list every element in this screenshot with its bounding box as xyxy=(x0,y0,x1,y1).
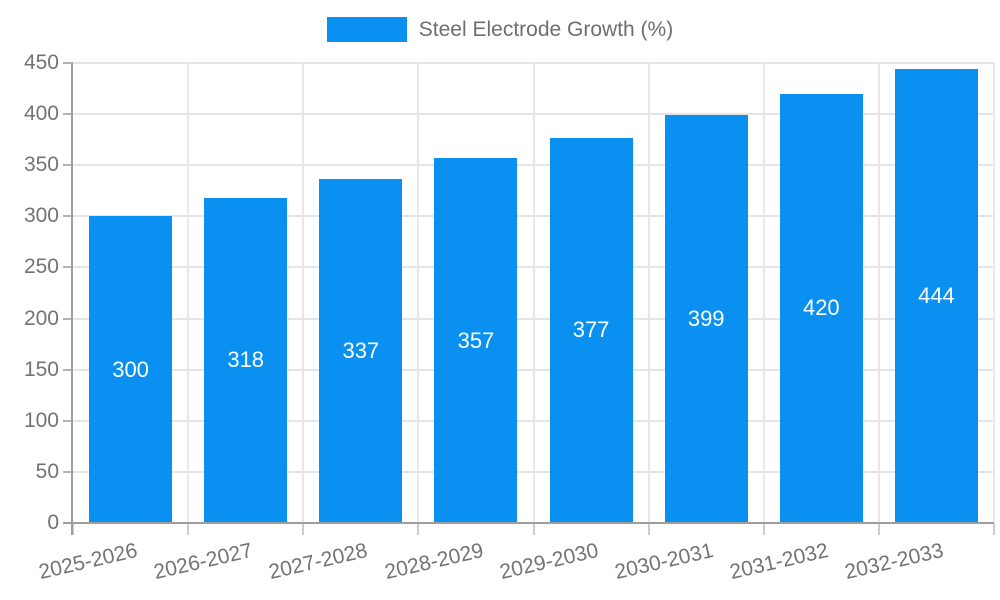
x-gridline xyxy=(187,63,190,523)
x-gridline xyxy=(993,63,995,523)
x-axis-label: 2029-2030 xyxy=(497,539,601,585)
x-axis-tick xyxy=(993,524,995,535)
x-axis-label: 2031-2032 xyxy=(727,539,831,585)
legend[interactable]: Steel Electrode Growth (%) xyxy=(0,17,1000,42)
x-gridline xyxy=(762,63,765,523)
y-axis-label: 200 xyxy=(23,306,59,330)
y-axis-label: 150 xyxy=(23,357,59,381)
y-axis-tick xyxy=(63,317,73,320)
x-gridline xyxy=(647,63,650,523)
y-axis-tick xyxy=(63,62,73,64)
bar-value-label: 357 xyxy=(457,327,495,353)
x-gridline xyxy=(532,63,535,523)
y-axis-label: 250 xyxy=(23,255,59,279)
y-axis-label: 300 xyxy=(23,204,59,228)
x-axis-tick xyxy=(877,524,880,535)
x-axis-label: 2027-2028 xyxy=(266,539,370,585)
x-axis-label: 2028-2029 xyxy=(382,539,486,585)
y-axis-tick xyxy=(63,368,73,371)
x-axis-label: 2025-2026 xyxy=(36,539,140,585)
y-axis-tick xyxy=(63,113,73,116)
y-axis-tick xyxy=(63,419,73,422)
bar-value-label: 444 xyxy=(918,283,955,309)
y-axis-label: 350 xyxy=(23,153,59,177)
x-axis-label: 2026-2027 xyxy=(151,539,255,585)
y-axis-tick xyxy=(63,266,73,269)
bar-value-label: 399 xyxy=(687,306,725,332)
y-axis-label: 50 xyxy=(35,459,59,483)
y-axis-label: 100 xyxy=(23,408,59,432)
y-axis-tick xyxy=(63,164,73,167)
x-axis-tick xyxy=(762,524,765,535)
y-axis-label: 400 xyxy=(23,102,59,126)
x-axis-tick xyxy=(647,524,650,535)
legend-swatch-icon xyxy=(326,17,407,42)
bar[interactable] xyxy=(549,137,633,523)
x-axis-tick xyxy=(302,524,305,535)
y-axis-line xyxy=(71,63,73,535)
bar[interactable] xyxy=(434,158,518,523)
x-axis-label: 2032-2033 xyxy=(842,539,946,585)
bar[interactable] xyxy=(89,216,173,523)
x-gridline xyxy=(877,63,880,523)
x-axis-tick xyxy=(72,524,74,535)
bar[interactable] xyxy=(894,69,978,523)
bar-value-label: 377 xyxy=(572,317,610,343)
bar-value-label: 318 xyxy=(227,347,265,373)
x-axis-line xyxy=(63,522,994,524)
legend-label: Steel Electrode Growth (%) xyxy=(418,17,674,41)
bar[interactable] xyxy=(204,197,288,523)
bar-value-label: 420 xyxy=(802,295,840,321)
x-axis-label: 2030-2031 xyxy=(612,539,716,585)
x-axis-tick xyxy=(187,524,190,535)
x-axis-tick xyxy=(417,524,420,535)
y-axis-tick xyxy=(63,215,73,218)
bar[interactable] xyxy=(319,178,403,523)
y-axis-label: 0 xyxy=(47,511,59,534)
x-gridline xyxy=(417,63,420,523)
y-axis-label: 450 xyxy=(23,51,59,74)
bar[interactable] xyxy=(664,115,748,523)
bar[interactable] xyxy=(779,93,863,523)
x-gridline xyxy=(302,63,305,523)
bar-value-label: 337 xyxy=(342,337,380,363)
bar-value-label: 300 xyxy=(112,356,149,382)
y-axis-tick xyxy=(63,470,73,473)
x-axis-tick xyxy=(532,524,535,535)
